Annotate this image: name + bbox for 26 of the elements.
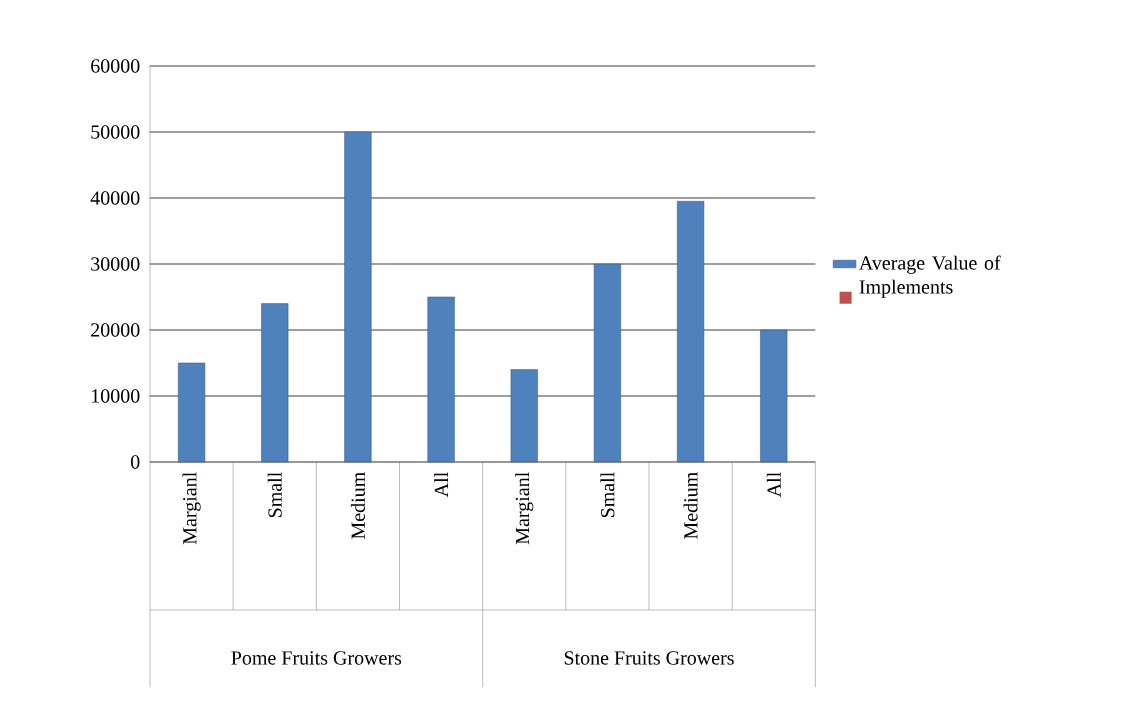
x-tick-label: Medium (683, 472, 698, 539)
y-tick-label: 0 (130, 455, 140, 469)
bar (676, 201, 705, 463)
x-tick-label: Small (267, 472, 282, 518)
bar (344, 131, 372, 463)
x-tick-label: Margianl (515, 472, 534, 545)
x-tick-label: Small (600, 472, 615, 518)
text: Stone Fruits Growers (564, 651, 734, 665)
bar (593, 263, 622, 463)
bar (760, 329, 788, 463)
bar (261, 303, 289, 463)
x-tick-label: Margianl (182, 472, 201, 545)
bar (177, 362, 206, 463)
y-tick-label: 60000 (91, 59, 140, 73)
text: Pome Fruits Growers (231, 651, 402, 665)
x-tick-label: All (434, 472, 449, 498)
legend-label: Average Value of Implements (859, 255, 1001, 298)
bar (427, 296, 455, 463)
y-tick-label: 40000 (90, 191, 140, 205)
bar (510, 369, 538, 463)
y-tick-label: 30000 (91, 257, 140, 271)
y-tick-label: 10000 (91, 389, 140, 403)
x-tick-label: Medium (350, 472, 365, 539)
y-tick-label: 20000 (91, 323, 140, 337)
x-tick-label: All (766, 472, 781, 498)
y-tick-label: 50000 (91, 125, 140, 139)
